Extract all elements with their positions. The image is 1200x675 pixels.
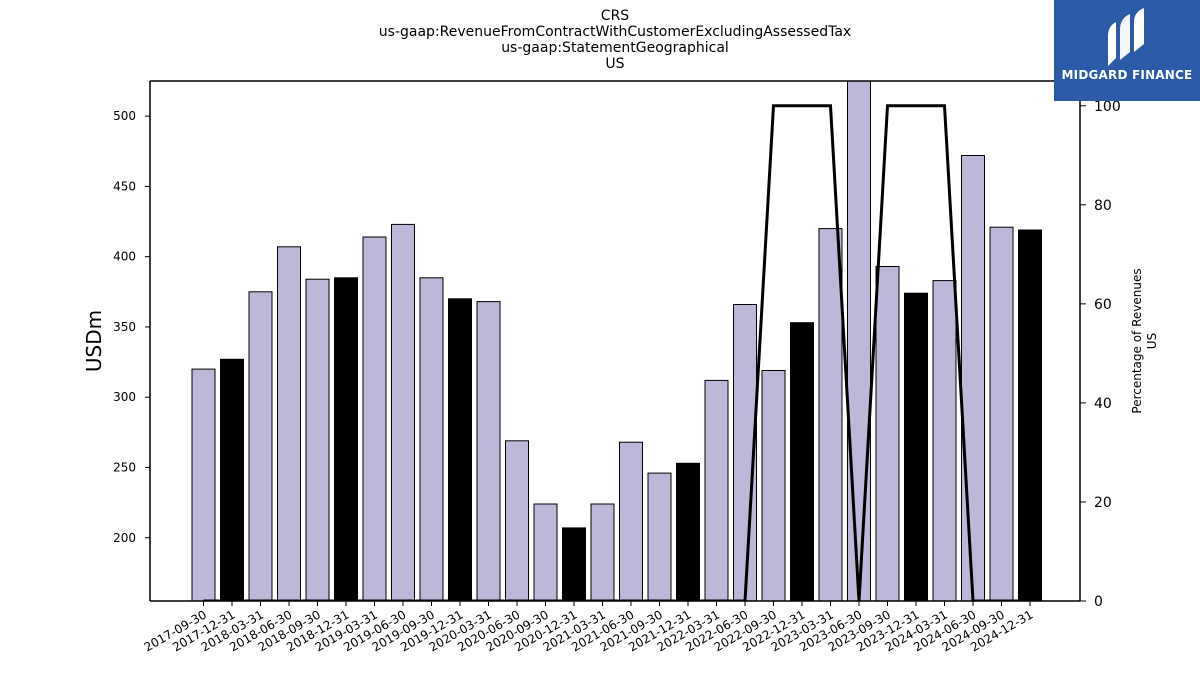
percentage-line [203,104,1030,601]
y2-tick-label: 80 [1094,198,1112,214]
bar-2018-12-31 [334,277,358,601]
bar-2024-03-31 [932,280,957,601]
brand-logo: MIDGARD FINANCE [1054,0,1200,101]
y-axis-left-title: USDm [82,310,106,372]
x-axis-ticks: 2017-09-302017-12-312018-03-312018-06-30… [142,601,1036,654]
bar-2023-12-31 [904,292,928,601]
y2-tick-label: 40 [1094,396,1112,412]
y-tick-label: 500 [113,109,136,123]
bar-2020-12-31 [562,527,586,601]
title-line-3: us-gaap:StatementGeographical [501,40,729,56]
title-line-1: CRS [601,8,630,24]
axes [149,80,1081,602]
bar-2019-09-30 [419,277,444,601]
y-tick-label: 450 [113,179,136,193]
title-line-2: us-gaap:RevenueFromContractWithCustomerE… [379,24,851,40]
bar-series [191,81,1042,601]
bar-2023-03-31 [818,228,843,601]
y-axis-left-ticks: 200 250 300 350 400 450 500 [113,109,150,545]
bar-2022-03-31 [704,379,729,601]
bar-2024-12-31 [1018,229,1042,601]
y2-tick-label: 100 [1094,99,1121,115]
bar-2020-03-31 [476,301,501,601]
bar-2018-09-30 [305,278,330,601]
y-tick-label: 350 [113,320,136,334]
bar-2023-09-30 [875,266,900,601]
y-axis-right-title-line-1: Percentage of Revenues [1130,268,1144,413]
y-tick-label: 200 [113,531,136,545]
bar-2024-09-30 [989,226,1014,601]
y-tick-label: 300 [113,390,136,404]
y-axis-right-ticks: 0 20 40 60 80 100 [1080,99,1121,610]
bar-2019-03-31 [362,236,387,601]
y-axis-right-title-line-2: US [1145,333,1159,349]
bar-2017-12-31 [220,358,244,601]
bar-2021-03-31 [590,503,615,601]
bar-2020-09-30 [533,503,558,601]
y-tick-label: 400 [113,250,136,264]
bar-2022-09-30 [761,370,786,601]
bar-2021-06-30 [619,441,643,601]
bar-2020-06-30 [505,440,529,601]
brand-logo-text: MIDGARD FINANCE [1061,68,1193,82]
chart-title: CRS us-gaap:RevenueFromContractWithCusto… [379,8,851,72]
midgard-logo-icon [1108,8,1144,66]
bar-2019-12-31 [448,298,472,601]
y2-tick-label: 0 [1094,594,1103,610]
bar-2019-06-30 [391,223,415,601]
bar-2017-09-30 [191,368,216,601]
y-axis-right-title: Percentage of Revenues US [1130,268,1159,413]
bar-2018-03-31 [248,291,273,601]
y-tick-label: 250 [113,460,136,474]
bar-2021-09-30 [647,472,672,601]
title-line-4: US [605,56,624,72]
bar-2018-06-30 [277,246,301,601]
bar-2024-06-30 [961,155,985,601]
bar-2021-12-31 [676,462,700,601]
bar-2022-12-31 [790,322,814,601]
bar-2023-06-30 [847,81,871,601]
y2-tick-label: 20 [1094,495,1112,511]
percentage-line-series [203,104,1030,601]
y2-tick-label: 60 [1094,297,1112,313]
